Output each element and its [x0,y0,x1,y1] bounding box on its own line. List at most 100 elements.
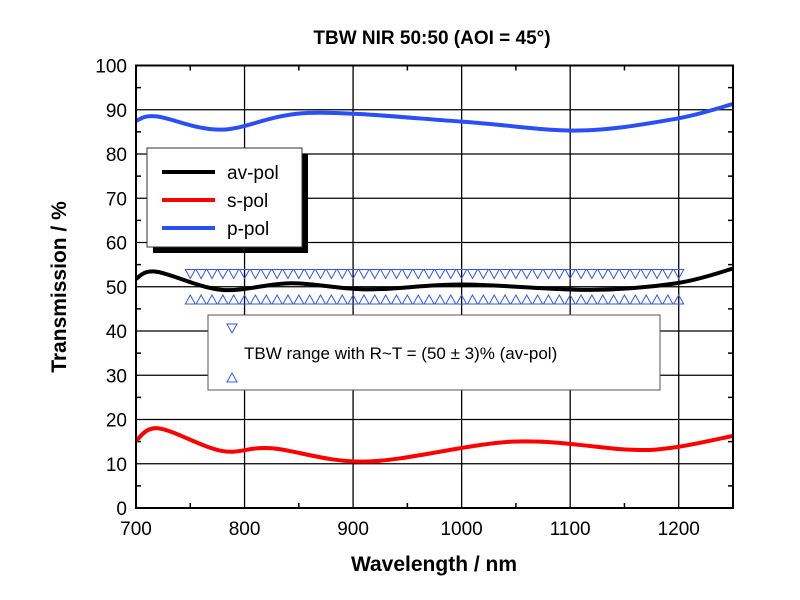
tbw-marker-down [282,268,294,280]
tbw-marker-down [607,268,620,280]
tbw-marker-up [412,293,425,305]
tbw-marker-up [499,293,511,305]
series-line-s-pol [134,426,734,464]
tbw-marker-down [206,268,218,280]
tbw-marker-up [618,293,631,305]
tbw-marker-down [260,268,273,280]
y-tick-label: 50 [106,278,127,299]
tbw-marker-down [553,268,566,280]
y-axis-label: Transmission / % [48,201,71,373]
tbw-marker-down [455,268,468,280]
tbw-marker-up [444,293,457,305]
tbw-marker-down [629,268,642,280]
x-axis-label: Wavelength / nm [351,553,517,576]
tbw-marker-down [542,268,555,280]
tbw-range-markers [184,268,685,305]
tbw-marker-up [651,293,663,305]
tbw-marker-down [531,268,544,280]
y-tick-label: 90 [106,101,127,122]
tbw-marker-up [216,293,229,305]
y-tick-label: 20 [106,411,127,432]
y-tick-label: 0 [116,499,127,520]
tbw-marker-down [216,268,229,280]
tbw-marker-up [510,293,522,305]
plot-frame [135,64,734,509]
y-tick-label: 30 [106,366,127,387]
tbw-marker-down [314,268,327,280]
tbw-marker-up [271,293,283,305]
y-tick-label: 10 [106,455,127,476]
tbw-marker-up [184,293,197,305]
y-tick-label: 100 [95,57,127,78]
series-line-av-pol [135,266,734,293]
tbw-marker-up [629,293,642,305]
tbw-marker-down [651,268,663,280]
tbw-marker-down [184,268,197,280]
tbw-marker-up [423,293,435,305]
x-tick-label: 900 [337,519,369,540]
tbw-marker-down [401,268,414,280]
tbw-marker-down [227,268,240,280]
x-tick-label: 1100 [550,519,591,540]
legend-label-s-pol: s-pol [227,191,268,212]
tbw-marker-down [520,268,533,280]
tbw-marker-down [640,268,653,280]
tbw-marker-up [586,293,598,305]
y-tick-label: 40 [106,322,127,343]
tbw-marker-up [575,293,587,305]
tbw-marker-up [455,293,468,305]
tbw-marker-up [206,293,218,305]
tbw-marker-up [477,293,490,305]
legend-label-p-pol: p-pol [227,219,269,240]
tbw-marker-down [336,268,349,280]
tbw-marker-down [586,268,598,280]
tbw-marker-up [434,293,446,305]
legend-label-av-pol: av-pol [227,163,279,184]
tbw-marker-down [325,268,338,280]
tbw-marker-up [368,293,381,305]
x-tick-label: 1200 [658,519,700,540]
tbw-marker-down [423,268,435,280]
tbw-marker-up [390,293,403,305]
triangle-up-icon [226,371,238,383]
tbw-marker-up [303,293,316,305]
tbw-marker-down [596,268,609,280]
tbw-marker-up [488,293,501,305]
legend: av-pol s-pol p-pol [146,147,308,253]
tbw-marker-down [347,268,359,280]
tbw-marker-up [542,293,555,305]
tbw-marker-down [271,268,283,280]
tbw-marker-up [260,293,273,305]
tbw-marker-down [292,268,305,280]
tbw-marker-up [672,293,685,305]
tbw-marker-up [466,293,479,305]
tbw-marker-up [553,293,566,305]
tbw-marker-down [672,268,685,280]
tbw-marker-up [325,293,338,305]
tbw-marker-down [575,268,587,280]
y-tick-label: 60 [106,234,127,255]
axis-ticks: 700 800 900 1000 1100 1200 0 10 20 30 40 50 60 70 80 90… [95,57,733,540]
tbw-marker-down [249,268,262,280]
tbw-marker-down [466,268,479,280]
tbw-marker-down [303,268,316,280]
tbw-marker-down [368,268,381,280]
x-tick-label: 800 [229,519,261,540]
series-line-p-pol [135,102,734,133]
tbw-marker-down [488,268,501,280]
tbw-marker-up [596,293,609,305]
tbw-marker-up [336,293,349,305]
chart-title: TBW NIR 50:50 (AOI = 45°) [313,28,550,49]
tbw-marker-down [412,268,425,280]
tbw-marker-down [195,268,207,280]
tbw-marker-down [379,268,392,280]
tbw-marker-up [531,293,544,305]
triangle-down-icon [226,323,238,335]
tbw-marker-up [358,293,370,305]
tbw-marker-up [640,293,653,305]
tbw-marker-down [477,268,490,280]
y-tick-label: 80 [106,145,127,166]
tbw-marker-down [662,268,674,280]
tbw-marker-up [282,293,294,305]
